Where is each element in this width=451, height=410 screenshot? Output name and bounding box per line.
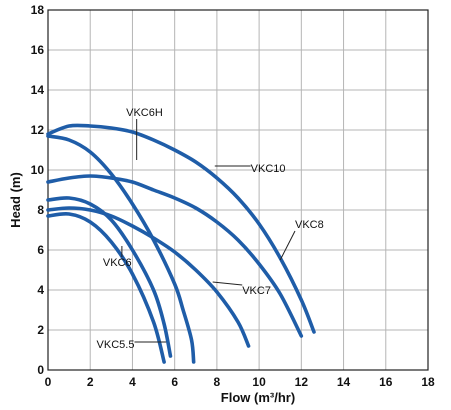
leader-vkc8 (279, 230, 296, 261)
label-vkc10: VKC10 (251, 163, 286, 175)
y-tick-label: 14 (31, 83, 45, 97)
x-axis-title: Flow (m³/hr) (221, 390, 295, 405)
pump-curves (46, 123, 316, 364)
x-tick-label: 18 (421, 375, 435, 389)
y-tick-label: 6 (37, 243, 44, 257)
axis-ticks: 0 2 4 6 8 10 12 14 16 18 0 2 4 6 8 10 12 14 16 18 (31, 3, 435, 389)
y-tick-label: 16 (31, 43, 45, 57)
x-tick-label: 16 (379, 375, 393, 389)
curve-vkc8 (46, 174, 304, 338)
curve-vkc5-5 (46, 211, 166, 364)
label-vkc8: VKC8 (295, 219, 324, 231)
label-vkc7: VKC7 (242, 285, 271, 297)
x-tick-label: 10 (252, 375, 266, 389)
y-axis-title: Head (m) (8, 172, 23, 228)
y-tick-label: 10 (31, 163, 45, 177)
y-tick-label: 2 (37, 323, 44, 337)
y-tick-label: 0 (37, 363, 44, 377)
label-vkc6h: VKC6H (126, 107, 163, 119)
curve-vkc10 (46, 123, 316, 334)
x-tick-label: 2 (87, 375, 94, 389)
leader-vkc7 (212, 281, 243, 286)
y-tick-label: 12 (31, 123, 45, 137)
x-tick-label: 6 (171, 375, 178, 389)
y-tick-label: 4 (37, 283, 44, 297)
x-tick-label: 0 (45, 375, 52, 389)
curve-labels: VKC6H VKC10 VKC8 VKC7 VKC6 VKC5.5 (97, 107, 324, 351)
curve-vkc6 (46, 196, 173, 358)
curve-vkc6h (46, 134, 196, 364)
plot-frame (47, 9, 429, 371)
curve-vkc7 (46, 206, 251, 348)
x-tick-label: 14 (337, 375, 351, 389)
label-vkc5-5: VKC5.5 (97, 339, 135, 351)
x-tick-label: 12 (295, 375, 309, 389)
label-vkc6: VKC6 (103, 257, 132, 269)
y-tick-label: 8 (37, 203, 44, 217)
x-tick-label: 4 (129, 375, 136, 389)
y-tick-label: 18 (31, 3, 45, 17)
grid-lines (47, 9, 429, 371)
x-tick-label: 8 (214, 375, 221, 389)
